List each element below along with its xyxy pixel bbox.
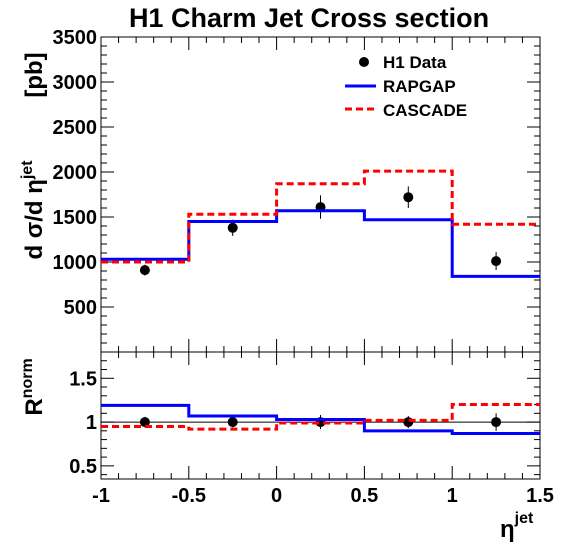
top-ylabel-unit: [pb]	[21, 52, 48, 97]
bottom-ylabel-main: R	[21, 398, 48, 415]
plot-layer: 500 1000 1500 2000 2500 3000 3500 0.5 1 1.5 -1 -0.5…	[53, 27, 554, 507]
top-ytick-label: 3000	[53, 72, 98, 94]
bottom-series-rapgap	[101, 403, 540, 435]
bottom-data-point	[403, 417, 414, 428]
top-ylabel: d σ/d ηjet [pb]	[19, 52, 48, 259]
bottom-ytick-label: 0.5	[69, 456, 97, 478]
xtick-label: -0.5	[172, 485, 206, 507]
xtick-label: 1.5	[526, 485, 554, 507]
legend-label-cascade: CASCADE	[383, 101, 467, 120]
bottom-data-point	[491, 417, 502, 428]
legend: H1 Data RAPGAP CASCADE	[345, 53, 467, 120]
xlabel-sup: jet	[514, 510, 534, 527]
bottom-data-point	[139, 417, 150, 428]
top-data-point	[491, 256, 502, 267]
legend-label-rapgap: RAPGAP	[383, 77, 456, 96]
top-ytick-label: 2000	[53, 162, 98, 184]
top-data-point	[227, 222, 238, 233]
bottom-frame	[100, 351, 541, 480]
top-series-cascade	[101, 169, 540, 264]
chart-title: H1 Charm Jet Cross section	[129, 3, 489, 33]
xtick-label: -1	[92, 485, 110, 507]
xlabel: ηjet	[500, 510, 534, 543]
bottom-series-cascade	[101, 403, 540, 431]
top-data-point	[139, 265, 150, 276]
top-series-rapgap	[101, 209, 540, 278]
top-ytick-label: 3500	[53, 27, 98, 49]
top-ylabel-main: d σ/d η	[21, 179, 48, 259]
top-ytick-label: 2500	[53, 117, 98, 139]
svg-text:Rnorm: Rnorm	[19, 358, 48, 415]
xtick-label: 0.5	[350, 485, 378, 507]
xtick-label: 0	[271, 485, 282, 507]
bottom-ytick-label: 1	[86, 412, 97, 434]
top-ytick-label: 1000	[53, 252, 98, 274]
legend-entry-cascade: CASCADE	[345, 101, 467, 120]
top-ytick-label: 1500	[53, 207, 98, 229]
bottom-ylabel-sup: norm	[19, 358, 36, 398]
svg-text:d σ/d ηjet: d σ/d ηjet	[19, 160, 48, 260]
xlabel-main: η	[500, 516, 515, 543]
xtick-label: 1	[447, 485, 458, 507]
top-frame	[100, 36, 541, 353]
bottom-ylabel: Rnorm	[19, 358, 48, 415]
top-ytick-label: 500	[64, 297, 97, 319]
top-data-point	[403, 192, 414, 203]
bottom-data-point	[227, 417, 238, 428]
legend-entry-h1-data: H1 Data	[359, 53, 447, 72]
top-ylabel-sup: jet	[19, 160, 36, 180]
svg-text:ηjet: ηjet	[500, 510, 534, 543]
bottom-ytick-label: 1.5	[69, 368, 97, 390]
legend-label-h1-data: H1 Data	[383, 53, 447, 72]
legend-entry-rapgap: RAPGAP	[345, 77, 456, 96]
